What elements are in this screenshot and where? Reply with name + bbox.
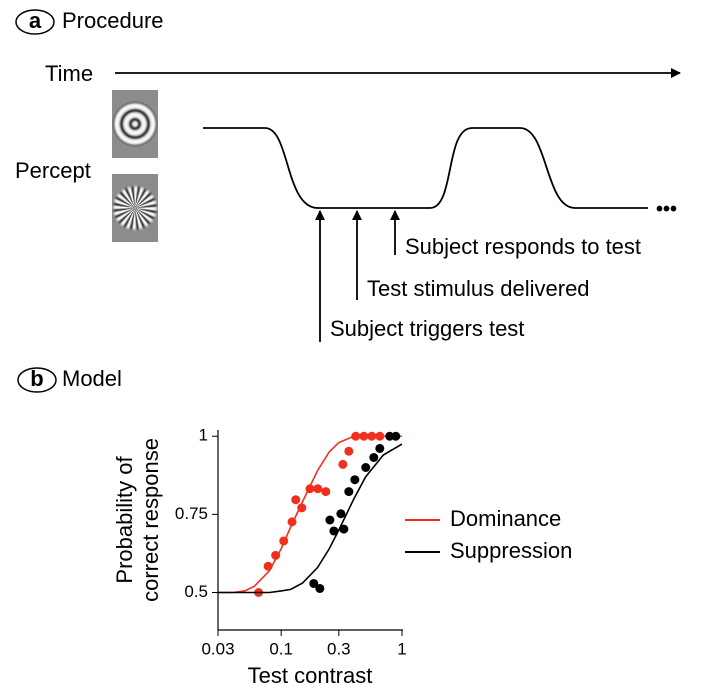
- fit-curve: [218, 444, 402, 592]
- ellipsis: •••: [656, 198, 677, 220]
- panel-label: b: [30, 366, 43, 391]
- data-point: [279, 536, 288, 545]
- time-label: Time: [45, 61, 93, 86]
- chart-title: Model: [62, 366, 122, 391]
- data-point: [271, 551, 280, 560]
- data-point: [313, 484, 322, 493]
- data-point: [375, 432, 384, 441]
- data-point: [344, 487, 353, 496]
- data-point: [336, 509, 345, 518]
- data-point: [288, 517, 297, 526]
- percept-label: Percept: [15, 158, 91, 183]
- x-tick-label: 0.3: [327, 639, 351, 658]
- data-point: [291, 495, 300, 504]
- y-axis-label: Probability of: [112, 456, 137, 584]
- legend-label: Suppression: [450, 538, 572, 563]
- x-tick-label: 0.03: [201, 639, 234, 658]
- data-point: [321, 487, 330, 496]
- x-axis-label: Test contrast: [248, 663, 373, 688]
- x-tick-label: 1: [397, 639, 406, 658]
- x-tick-label: 0.1: [269, 639, 293, 658]
- data-point: [338, 460, 347, 469]
- panel-label: a: [29, 8, 42, 33]
- event-label: Test stimulus delivered: [367, 276, 590, 301]
- event-label: Subject responds to test: [405, 234, 641, 259]
- y-axis-label: correct response: [138, 438, 163, 602]
- data-point: [344, 447, 353, 456]
- data-point: [351, 432, 360, 441]
- event-label: Subject triggers test: [330, 316, 524, 341]
- data-point: [315, 584, 324, 593]
- legend-label: Dominance: [450, 506, 561, 531]
- data-point: [305, 484, 314, 493]
- y-tick-label: 0.75: [175, 504, 208, 523]
- data-point: [369, 453, 378, 462]
- data-point: [361, 463, 370, 472]
- data-point: [367, 432, 376, 441]
- data-point: [359, 432, 368, 441]
- concentric-stimulus: [112, 90, 158, 158]
- panel-title: Procedure: [62, 8, 164, 33]
- data-point: [325, 516, 334, 525]
- radial-stimulus: [112, 174, 158, 242]
- data-point: [375, 444, 384, 453]
- data-point: [264, 562, 273, 571]
- y-tick-label: 0.5: [184, 582, 208, 601]
- data-point: [339, 525, 348, 534]
- percept-trace: [203, 128, 648, 208]
- y-tick-label: 1: [199, 426, 208, 445]
- data-point: [297, 503, 306, 512]
- data-point: [329, 526, 338, 535]
- data-point: [391, 432, 400, 441]
- figure: a Procedure Time Percept ••• Subject res…: [0, 0, 704, 690]
- data-point: [350, 475, 359, 484]
- figure-svg: a Procedure Time Percept ••• Subject res…: [0, 0, 704, 690]
